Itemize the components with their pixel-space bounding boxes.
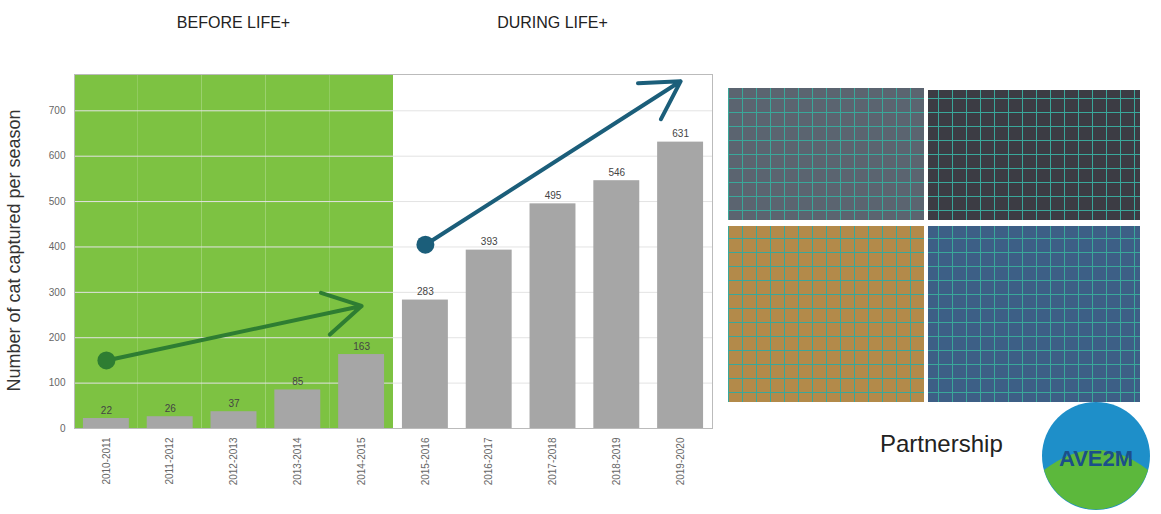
svg-text:200: 200 — [49, 332, 66, 343]
svg-text:546: 546 — [608, 167, 625, 178]
svg-text:2018-2019: 2018-2019 — [611, 437, 622, 485]
html-text:Partnership: Partnership — [880, 430, 1003, 457]
svg-text:400: 400 — [49, 241, 66, 252]
svg-text:85: 85 — [292, 376, 304, 387]
svg-text:22: 22 — [101, 405, 113, 416]
svg-text:283: 283 — [417, 286, 434, 297]
html-text:Number of cat captured per sea: Number of cat captured per season — [3, 109, 24, 392]
svg-text:393: 393 — [481, 236, 498, 247]
svg-text:2015-2016: 2015-2016 — [420, 437, 431, 485]
svg-text:2017-2018: 2017-2018 — [547, 437, 558, 485]
svg-text:600: 600 — [49, 150, 66, 161]
svg-text:37: 37 — [228, 398, 240, 409]
svg-text:163: 163 — [353, 341, 370, 352]
svg-text:26: 26 — [165, 403, 177, 414]
svg-text:300: 300 — [49, 287, 66, 298]
svg-text:2011-2012: 2011-2012 — [164, 437, 175, 485]
svg-text:100: 100 — [49, 377, 66, 388]
html-text:BEFORE LIFE+: BEFORE LIFE+ — [176, 14, 291, 31]
svg-text:0: 0 — [60, 423, 66, 434]
svg-text:2016-2017: 2016-2017 — [483, 437, 494, 485]
svg-text:2013-2014: 2013-2014 — [292, 437, 303, 485]
svg-text:631: 631 — [672, 128, 689, 139]
svg-text:2019-2020: 2019-2020 — [675, 437, 686, 485]
html-text:DURING LIFE+: DURING LIFE+ — [497, 14, 608, 31]
svg-text:700: 700 — [49, 105, 66, 116]
svg-text:2010-2011: 2010-2011 — [101, 437, 112, 485]
svg-text:500: 500 — [49, 196, 66, 207]
svg-text:AVE2M: AVE2M — [1059, 446, 1133, 471]
svg-text:495: 495 — [545, 190, 562, 201]
svg-text:2012-2013: 2012-2013 — [228, 437, 239, 485]
svg-text:2014-2015: 2014-2015 — [356, 437, 367, 485]
